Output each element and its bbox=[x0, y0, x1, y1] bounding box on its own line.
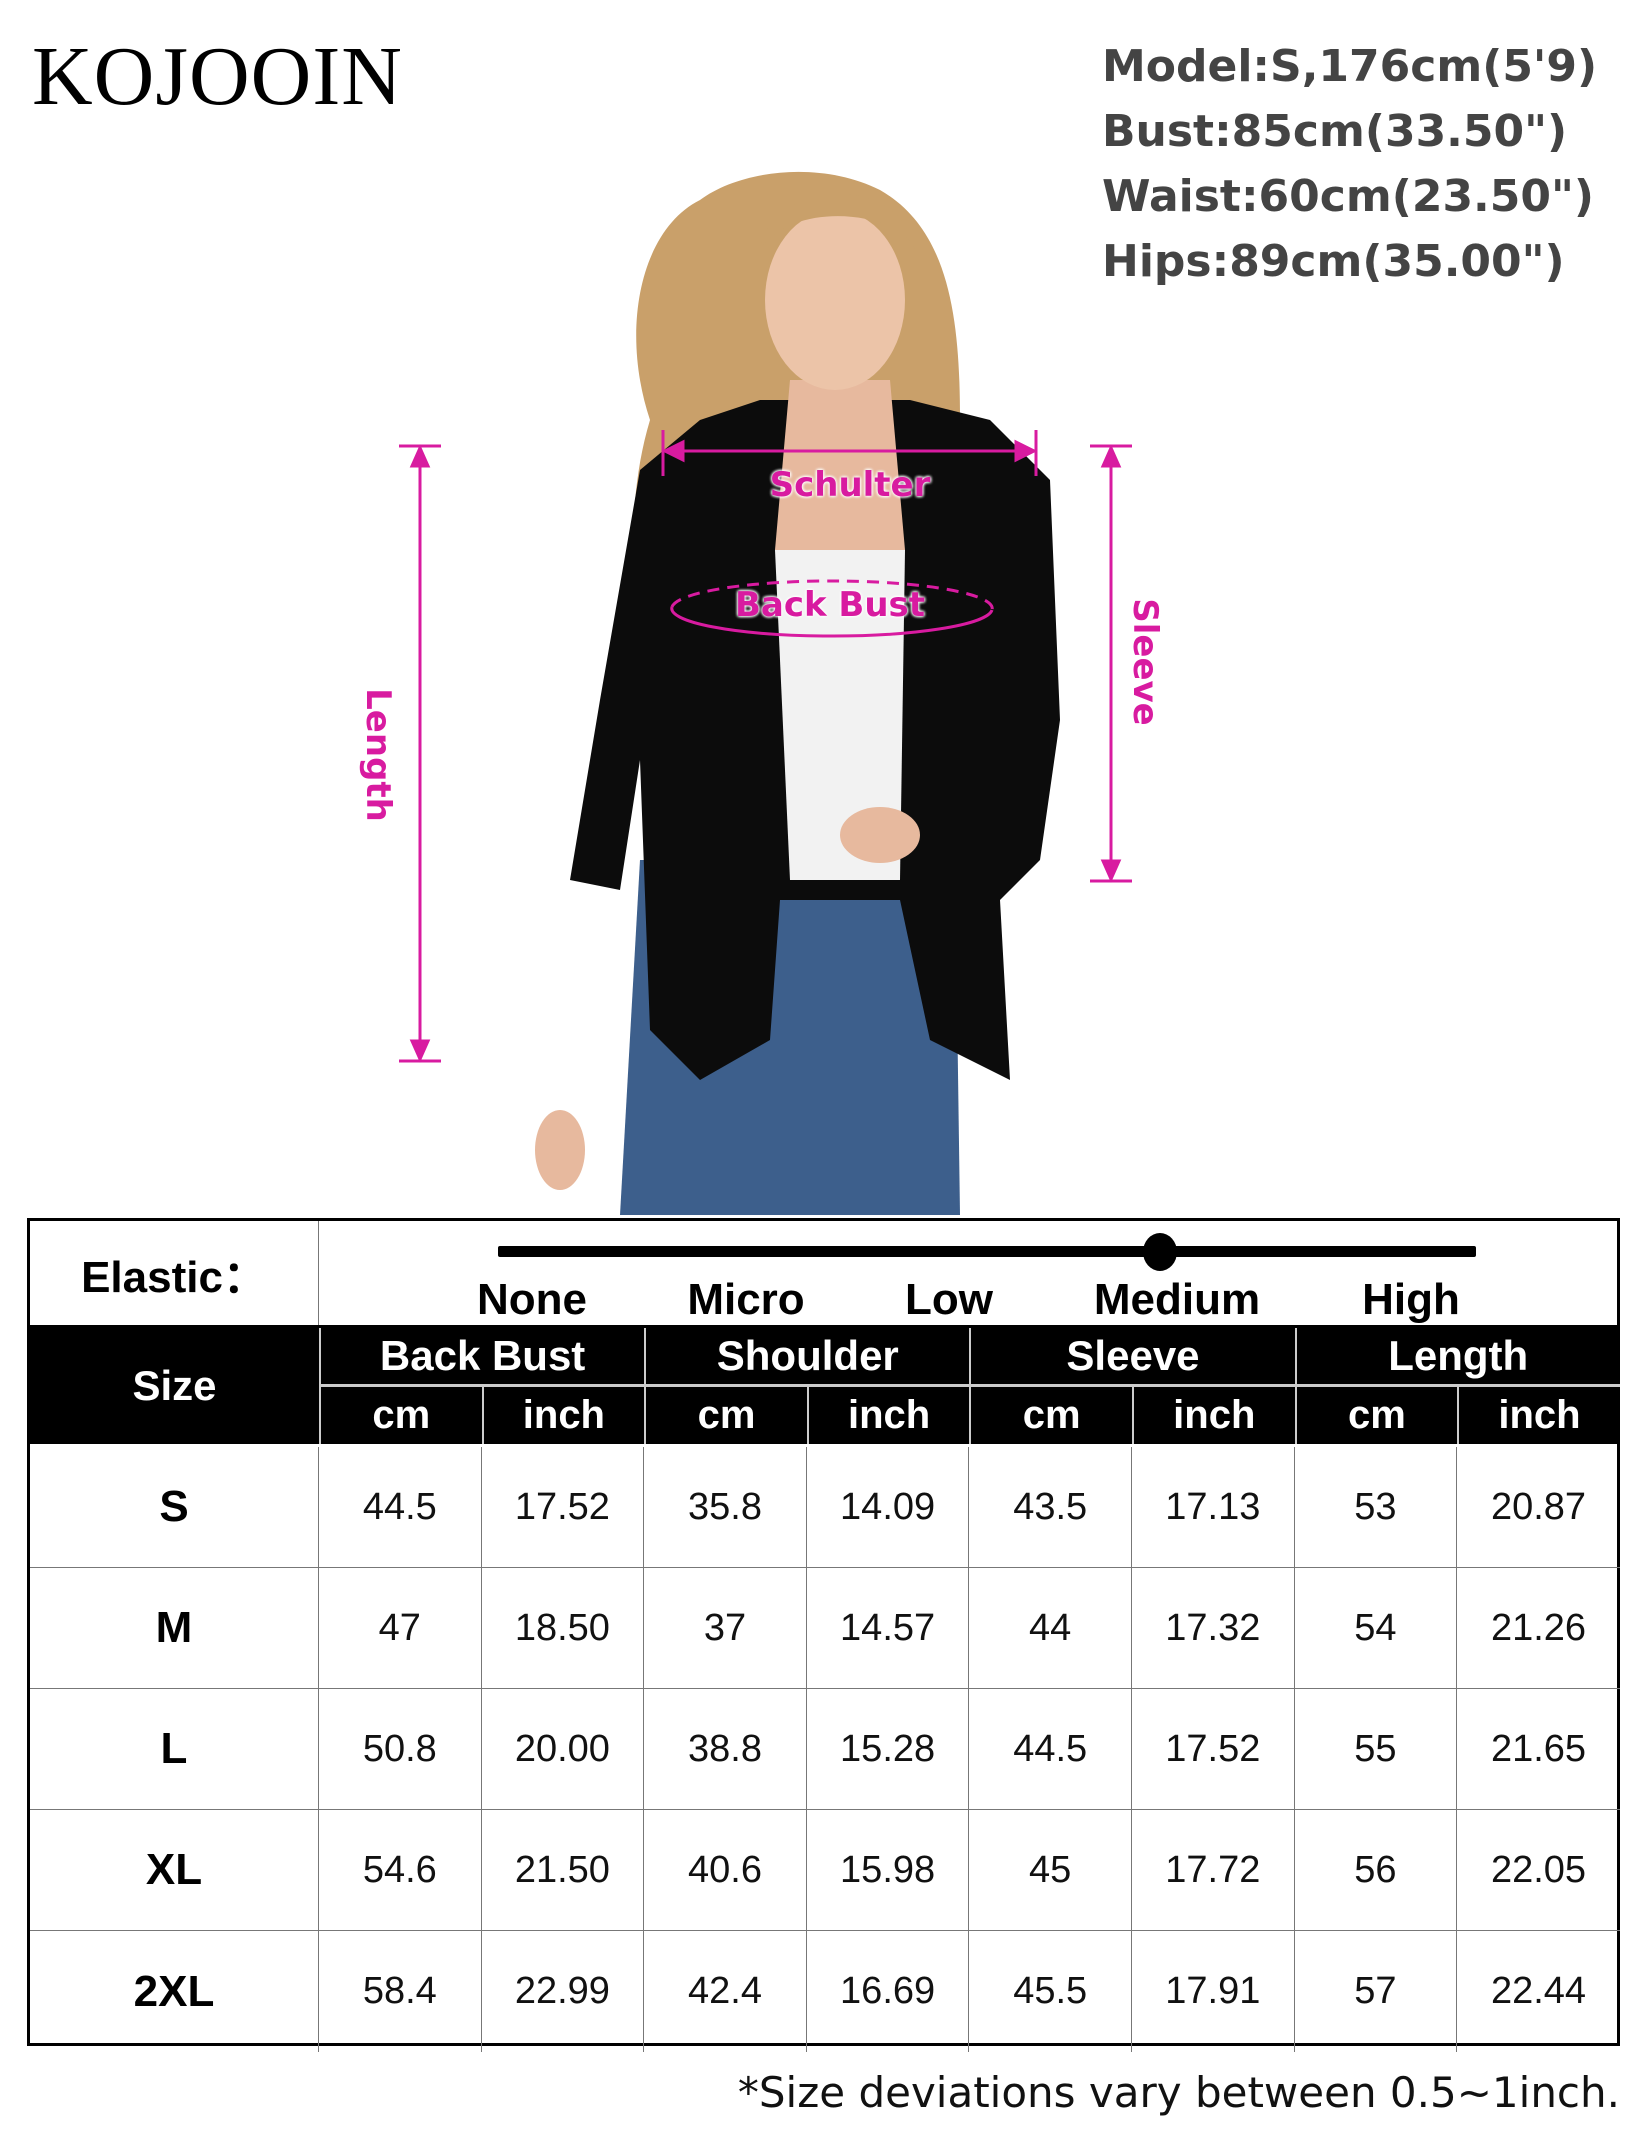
back-bust-label: Back Bust bbox=[734, 585, 926, 625]
face bbox=[765, 210, 905, 390]
value-cell: 42.4 bbox=[644, 1931, 807, 2052]
unit-header-cm: cm bbox=[969, 1387, 1132, 1444]
elastic-level-micro: Micro bbox=[687, 1275, 805, 1324]
elastic-scale-bar bbox=[498, 1246, 1476, 1257]
value-cell: 57 bbox=[1295, 1931, 1458, 2052]
table-row: 2XL 58.4 22.99 42.4 16.69 45.5 17.91 57 22.44 bbox=[30, 1931, 1620, 2052]
shoulder-measure-line bbox=[661, 430, 1038, 476]
sleeve-measure-line bbox=[1090, 444, 1132, 883]
elastic-level-low: Low bbox=[905, 1275, 993, 1324]
value-cell: 38.8 bbox=[644, 1689, 807, 1810]
unit-header-inch: inch bbox=[1132, 1387, 1295, 1444]
value-cell: 35.8 bbox=[644, 1447, 807, 1568]
length-label: Length bbox=[358, 688, 398, 822]
white-top bbox=[775, 550, 905, 880]
unit-header-inch: inch bbox=[806, 1387, 970, 1444]
value-cell: 15.28 bbox=[806, 1689, 970, 1810]
value-cell: 21.26 bbox=[1457, 1568, 1620, 1689]
table-row: S 44.5 17.52 35.8 14.09 43.5 17.13 53 20.87 bbox=[30, 1447, 1620, 1568]
column-group-back-bust: Back Bust bbox=[319, 1328, 645, 1387]
hair-top bbox=[760, 193, 915, 250]
value-cell: 14.09 bbox=[806, 1447, 970, 1568]
value-cell: 14.57 bbox=[806, 1568, 970, 1689]
value-cell: 45 bbox=[969, 1810, 1132, 1931]
divider bbox=[30, 1325, 1620, 1328]
size-deviation-note: *Size deviations vary between 0.5~1inch. bbox=[737, 2068, 1620, 2117]
value-cell: 17.52 bbox=[481, 1447, 645, 1568]
model-waist: Waist:60cm(23.50") bbox=[1102, 171, 1595, 222]
size-cell: 2XL bbox=[30, 1931, 319, 2052]
value-cell: 54 bbox=[1294, 1568, 1458, 1689]
size-cell: L bbox=[30, 1689, 319, 1810]
value-cell: 54.6 bbox=[319, 1810, 482, 1931]
value-cell: 15.98 bbox=[806, 1810, 970, 1931]
value-cell: 17.91 bbox=[1132, 1931, 1295, 2052]
table-row: L 50.8 20.00 38.8 15.28 44.5 17.52 55 21.65 bbox=[30, 1689, 1620, 1810]
size-cell: M bbox=[30, 1568, 319, 1689]
value-cell: 53 bbox=[1294, 1447, 1458, 1568]
value-cell: 21.65 bbox=[1457, 1689, 1620, 1810]
back-bust-measure-line bbox=[670, 579, 994, 638]
unit-header-inch: inch bbox=[1457, 1387, 1620, 1444]
size-cell: XL bbox=[30, 1810, 319, 1931]
value-cell: 17.32 bbox=[1132, 1568, 1295, 1689]
column-group-sleeve: Sleeve bbox=[969, 1328, 1295, 1387]
value-cell: 47 bbox=[319, 1568, 482, 1689]
elastic-level-medium: Medium bbox=[1093, 1275, 1261, 1324]
size-header: Size bbox=[30, 1328, 319, 1444]
value-cell: 50.8 bbox=[319, 1689, 482, 1810]
value-cell: 21.50 bbox=[481, 1810, 645, 1931]
length-measure-line bbox=[399, 444, 441, 1063]
value-cell: 56 bbox=[1294, 1810, 1458, 1931]
shoulder-label: Schulter bbox=[769, 465, 931, 505]
value-cell: 55 bbox=[1294, 1689, 1458, 1810]
value-cell: 43.5 bbox=[969, 1447, 1132, 1568]
brand-logo: KOJOOIN bbox=[32, 30, 403, 123]
value-cell: 20.00 bbox=[481, 1689, 645, 1810]
size-cell: S bbox=[30, 1447, 319, 1568]
value-cell: 44 bbox=[969, 1568, 1132, 1689]
value-cell: 17.72 bbox=[1132, 1810, 1295, 1931]
model-photo bbox=[399, 171, 1132, 1215]
elastic-level-marker bbox=[1143, 1233, 1177, 1271]
value-cell: 40.6 bbox=[644, 1810, 807, 1931]
elastic-level-none: None bbox=[477, 1275, 587, 1324]
unit-header-cm: cm bbox=[319, 1387, 482, 1444]
column-group-shoulder: Shoulder bbox=[644, 1328, 970, 1387]
model-hips: Hips:89cm(35.00") bbox=[1102, 236, 1565, 287]
model-bust: Bust:85cm(33.50") bbox=[1102, 106, 1568, 157]
model-info: Model:S,176cm(5'9) Bust:85cm(33.50") Wai… bbox=[1102, 34, 1597, 294]
unit-header-cm: cm bbox=[1294, 1387, 1458, 1444]
column-group-length: Length bbox=[1294, 1328, 1620, 1387]
table-row: M 47 18.50 37 14.57 44 17.32 54 21.26 bbox=[30, 1568, 1620, 1689]
unit-header-inch: inch bbox=[481, 1387, 645, 1444]
sleeve-label: Sleeve bbox=[1125, 598, 1165, 726]
table-row: XL 54.6 21.50 40.6 15.98 45 17.72 56 22.05 bbox=[30, 1810, 1620, 1931]
value-cell: 45.5 bbox=[969, 1931, 1132, 2052]
value-cell: 58.4 bbox=[319, 1931, 482, 2052]
hand-left bbox=[535, 1110, 585, 1190]
value-cell: 22.05 bbox=[1457, 1810, 1620, 1931]
value-cell: 37 bbox=[644, 1568, 807, 1689]
elastic-level-high: High bbox=[1362, 1275, 1460, 1324]
skin-chest bbox=[775, 380, 905, 550]
value-cell: 17.13 bbox=[1132, 1447, 1295, 1568]
unit-header-cm: cm bbox=[644, 1387, 807, 1444]
value-cell: 16.69 bbox=[807, 1931, 970, 2052]
size-chart-table: Elastic： Size Back Bust cm inch Shoulder cm i… bbox=[27, 1218, 1620, 2052]
elastic-label: Elastic： bbox=[30, 1221, 319, 1325]
hand bbox=[840, 807, 920, 863]
model-height: Model:S,176cm(5'9) bbox=[1102, 41, 1598, 92]
value-cell: 44.5 bbox=[969, 1689, 1132, 1810]
value-cell: 22.44 bbox=[1490, 1970, 1587, 2012]
value-cell: 20.87 bbox=[1457, 1447, 1620, 1568]
value-cell: 22.99 bbox=[482, 1931, 645, 2052]
value-cell: 44.5 bbox=[319, 1447, 482, 1568]
value-cell: 18.50 bbox=[481, 1568, 645, 1689]
value-cell: 17.52 bbox=[1132, 1689, 1295, 1810]
